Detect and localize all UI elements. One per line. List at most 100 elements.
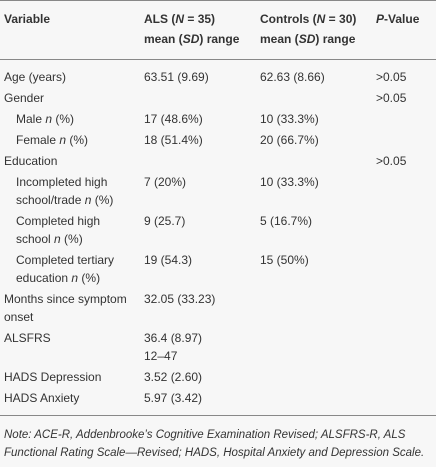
text-segment: SD — [298, 32, 316, 46]
table-cell — [372, 289, 436, 328]
text-segment: N — [175, 12, 185, 26]
header-cell: ALS (N = 35) mean (SD) range — [140, 0, 256, 60]
text-segment: >0.05 — [376, 154, 407, 168]
text-segment: 36.4 (8.97) — [144, 331, 203, 345]
table-cell: 9 (25.7) — [140, 211, 256, 250]
text-segment: = 35) — [184, 12, 216, 26]
table-cell: 19 (54.3) — [140, 250, 256, 289]
text-segment: (%) — [52, 112, 75, 126]
text-segment: 62.63 (8.66) — [260, 70, 325, 84]
table-cell: HADS Anxiety — [0, 388, 140, 416]
table-cell — [372, 367, 436, 388]
table-cell: 17 (48.6%) — [140, 109, 256, 130]
text-segment: Education — [4, 154, 58, 168]
text-segment: HADS Depression — [4, 370, 102, 384]
table-cell — [372, 172, 436, 211]
table-cell — [256, 151, 372, 172]
table-row: Education >0.05 — [0, 151, 436, 172]
text-segment: n — [84, 193, 92, 207]
text-segment: ALS ( — [144, 12, 176, 26]
table-row: ALSFRS 36.4 (8.97) 12–47 — [0, 328, 436, 367]
table-row: HADS Depression 3.52 (2.60) — [0, 367, 436, 388]
text-segment: 10 (33.3%) — [260, 112, 319, 126]
text-segment: 18 (51.4%) — [144, 133, 203, 147]
table-cell: 18 (51.4%) — [140, 130, 256, 151]
text-segment: >0.05 — [376, 91, 407, 105]
table-cell: Age (years) — [0, 60, 140, 89]
table-cell: ALSFRS — [0, 328, 140, 367]
text-segment: Female — [16, 133, 60, 147]
text-segment: = 30) — [325, 12, 357, 26]
text-segment: (%) — [60, 232, 83, 246]
table-row: Gender >0.05 — [0, 88, 436, 109]
table-cell: Completed tertiary education n (%) — [0, 250, 140, 289]
table-cell: 3.52 (2.60) — [140, 367, 256, 388]
text-segment: Completed high school — [16, 214, 101, 246]
table-cell: 7 (20%) — [140, 172, 256, 211]
text-segment: N — [316, 12, 326, 26]
text-segment: >0.05 — [376, 70, 407, 84]
table-cell — [256, 88, 372, 109]
table-row: Male n (%) 17 (48.6%) 10 (33.3%) — [0, 109, 436, 130]
table-cell — [372, 109, 436, 130]
table-row: Completed tertiary education n (%) 19 (54… — [0, 250, 436, 289]
text-segment: HADS Anxiety — [4, 391, 80, 405]
text-segment: Months since symptom onset — [4, 292, 127, 324]
table-cell: 5.97 (3.42) — [140, 388, 256, 416]
table-body: Age (years) 63.51 (9.69) 62.63 (8.66) >0.05… — [0, 60, 436, 416]
table-cell: HADS Depression — [0, 367, 140, 388]
text-segment: Incompleted high school/trade — [16, 175, 108, 207]
table-cell — [256, 328, 372, 367]
table-cell: 5 (16.7%) — [256, 211, 372, 250]
text-segment: n — [59, 133, 67, 147]
table-cell: 15 (50%) — [256, 250, 372, 289]
table-row: Completed high school n (%) 9 (25.7) 5 (16… — [0, 211, 436, 250]
table-cell: 62.63 (8.66) — [256, 60, 372, 89]
table-cell: 20 (66.7%) — [256, 130, 372, 151]
table-row: Months since symptom onset 32.05 (33.23) — [0, 289, 436, 328]
table-cell — [372, 130, 436, 151]
table-cell — [372, 328, 436, 367]
table-cell: 32.05 (33.23) — [140, 289, 256, 328]
table-cell: 63.51 (9.69) — [140, 60, 256, 89]
table-row: Female n (%) 18 (51.4%) 20 (66.7%) — [0, 130, 436, 151]
table-cell — [256, 388, 372, 416]
text-segment: mean ( — [260, 32, 299, 46]
text-segment: 5.97 (3.42) — [144, 391, 203, 405]
text-segment: 20 (66.7%) — [260, 133, 319, 147]
table-row: HADS Anxiety 5.97 (3.42) — [0, 388, 436, 416]
table-cell — [372, 388, 436, 416]
table-cell: Gender — [0, 88, 140, 109]
text-segment: 5 (16.7%) — [260, 214, 313, 228]
header-cell: Controls (N = 30) mean (SD) range — [256, 0, 372, 60]
text-segment: n — [71, 271, 79, 285]
table-cell — [140, 151, 256, 172]
text-segment: SD — [182, 32, 200, 46]
table-cell — [140, 88, 256, 109]
table-cell: Male n (%) — [0, 109, 140, 130]
text-segment: 7 (20%) — [144, 175, 187, 189]
text-segment: Controls ( — [260, 12, 317, 26]
text-segment: n — [54, 232, 61, 246]
text-segment: ) range — [199, 32, 240, 46]
note: Note: ACE-R, Addenbrooke’s Cognitive Exa… — [4, 429, 425, 459]
table-cell — [256, 289, 372, 328]
text-segment: ALSFRS — [4, 331, 51, 345]
header-cell: Variable — [0, 0, 140, 60]
table-cell: >0.05 — [372, 88, 436, 109]
table-cell: 10 (33.3%) — [256, 172, 372, 211]
header-row: Variable ALS (N = 35) mean (SD) range Contr… — [0, 0, 436, 60]
text-segment: 17 (48.6%) — [144, 112, 203, 126]
text-segment: 32.05 (33.23) — [144, 292, 216, 306]
text-segment: ) range — [315, 32, 356, 46]
text-segment: (%) — [91, 193, 114, 207]
table-cell — [372, 250, 436, 289]
text-segment: n — [45, 112, 53, 126]
text-segment: (%) — [78, 271, 101, 285]
table-cell: Months since symptom onset — [0, 289, 140, 328]
table-cell: Education — [0, 151, 140, 172]
text-segment: P — [376, 12, 385, 26]
text-segment: 12–47 — [144, 349, 178, 363]
table-cell: >0.05 — [372, 151, 436, 172]
